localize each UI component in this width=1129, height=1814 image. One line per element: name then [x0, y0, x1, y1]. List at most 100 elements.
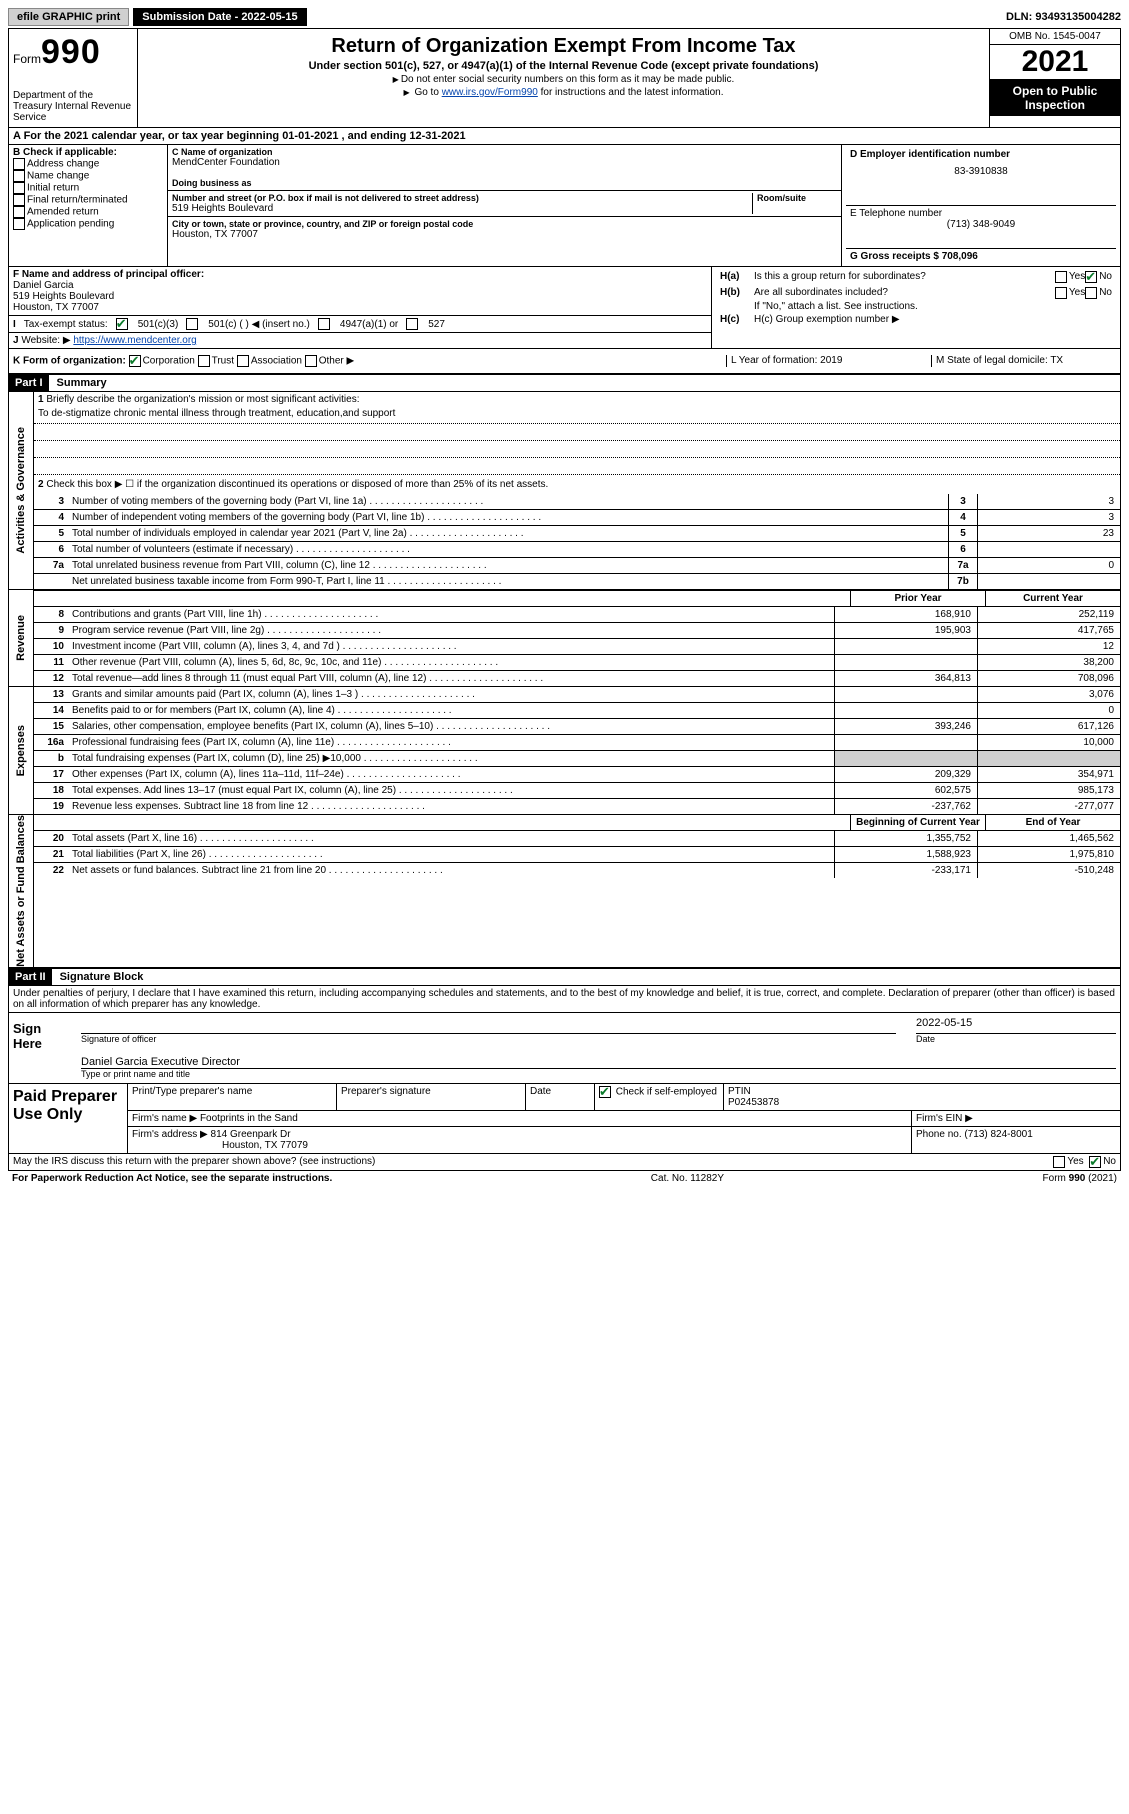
- prior-val: [834, 655, 977, 670]
- telephone: (713) 348-9049: [850, 219, 1112, 230]
- line-box: 3: [948, 494, 977, 509]
- line-num: 19: [34, 799, 68, 814]
- open-public-badge: Open to Public Inspection: [990, 80, 1120, 116]
- line-box: 4: [948, 510, 977, 525]
- current-val: 0: [977, 703, 1120, 718]
- line-desc: Total expenses. Add lines 13–17 (must eq…: [68, 783, 834, 798]
- line-desc: Total number of volunteers (estimate if …: [68, 542, 948, 557]
- cb-corp[interactable]: [129, 355, 141, 367]
- prior-val: 1,355,752: [834, 831, 977, 846]
- form-number: 990: [41, 33, 101, 71]
- form-container: Form990 Department of the Treasury Inter…: [8, 28, 1121, 1171]
- col-b-checkboxes: B Check if applicable: Address change Na…: [9, 145, 168, 266]
- current-val: 12: [977, 639, 1120, 654]
- cb-final-return[interactable]: [13, 194, 25, 206]
- line-val: 23: [977, 526, 1120, 541]
- tax-year: 2021: [990, 45, 1120, 80]
- ha-no[interactable]: [1085, 271, 1097, 283]
- hc-label: H(c) Group exemption number ▶: [754, 314, 1112, 325]
- cb-initial-return[interactable]: [13, 182, 25, 194]
- line-desc: Total liabilities (Part X, line 26): [68, 847, 834, 862]
- firm-name: Footprints in the Sand: [200, 1113, 298, 1124]
- cb-527[interactable]: [406, 318, 418, 330]
- current-val: 10,000: [977, 735, 1120, 750]
- line-num: 15: [34, 719, 68, 734]
- vlabel-net: Net Assets or Fund Balances: [15, 815, 27, 967]
- line-num: 14: [34, 703, 68, 718]
- city-state-zip: Houston, TX 77007: [172, 229, 837, 240]
- line-num: 11: [34, 655, 68, 670]
- line-desc: Total fundraising expenses (Part IX, col…: [68, 751, 834, 766]
- form-subtitle: Under section 501(c), 527, or 4947(a)(1)…: [142, 60, 985, 72]
- cb-501c3[interactable]: [116, 318, 128, 330]
- ein: 83-3910838: [850, 166, 1112, 177]
- part1-header: Part I: [9, 375, 49, 391]
- cb-amended[interactable]: [13, 206, 25, 218]
- current-val: 1,975,810: [977, 847, 1120, 862]
- form-header: Form990 Department of the Treasury Inter…: [9, 29, 1120, 128]
- ha-yes[interactable]: [1055, 271, 1067, 283]
- current-val: 417,765: [977, 623, 1120, 638]
- dept-text: Department of the Treasury Internal Reve…: [13, 90, 133, 123]
- cb-address-change[interactable]: [13, 158, 25, 170]
- line-desc: Contributions and grants (Part VIII, lin…: [68, 607, 834, 622]
- line-box: 6: [948, 542, 977, 557]
- line-desc: Number of independent voting members of …: [68, 510, 948, 525]
- line-desc: Investment income (Part VIII, column (A)…: [68, 639, 834, 654]
- discuss-no[interactable]: [1089, 1156, 1101, 1168]
- officer-addr1: 519 Heights Boulevard: [13, 291, 707, 302]
- line-num: b: [34, 751, 68, 766]
- line-val: [977, 574, 1120, 589]
- line-num: 7a: [34, 558, 68, 573]
- ssn-warning: Do not enter social security numbers on …: [142, 74, 985, 85]
- cb-501c[interactable]: [186, 318, 198, 330]
- ptin: P02453878: [728, 1097, 779, 1108]
- cb-app-pending[interactable]: [13, 218, 25, 230]
- org-name: MendCenter Foundation: [172, 157, 837, 168]
- state-domicile: M State of legal domicile: TX: [931, 355, 1116, 367]
- discuss-question: May the IRS discuss this return with the…: [13, 1156, 1053, 1168]
- prior-val: [834, 703, 977, 718]
- gross-receipts: G Gross receipts $ 708,096: [850, 251, 1112, 262]
- discuss-yes[interactable]: [1053, 1156, 1065, 1168]
- hb-no[interactable]: [1085, 287, 1097, 299]
- efile-button[interactable]: efile GRAPHIC print: [8, 8, 129, 26]
- prior-val: 602,575: [834, 783, 977, 798]
- line-desc: Net unrelated business taxable income fr…: [68, 574, 948, 589]
- mission-text: To de-stigmatize chronic mental illness …: [34, 407, 1120, 424]
- line-num: 8: [34, 607, 68, 622]
- officer-name: Daniel Garcia: [13, 280, 707, 291]
- current-val: 354,971: [977, 767, 1120, 782]
- form-title: Return of Organization Exempt From Incom…: [142, 35, 985, 58]
- line-num: 13: [34, 687, 68, 702]
- vlabel-revenue: Revenue: [15, 615, 27, 661]
- sig-name: Daniel Garcia Executive Director: [81, 1056, 240, 1068]
- line-num: 6: [34, 542, 68, 557]
- line-desc: Number of voting members of the governin…: [68, 494, 948, 509]
- current-val: 3,076: [977, 687, 1120, 702]
- line-desc: Program service revenue (Part VIII, line…: [68, 623, 834, 638]
- prior-val: 364,813: [834, 671, 977, 686]
- footer-form: Form 990 (2021): [1043, 1173, 1117, 1184]
- irs-link[interactable]: www.irs.gov/Form990: [442, 87, 538, 98]
- hb-yes[interactable]: [1055, 287, 1067, 299]
- current-val: 708,096: [977, 671, 1120, 686]
- cb-self-employed[interactable]: [599, 1086, 611, 1098]
- sign-here-label: Sign Here: [9, 1013, 77, 1083]
- line-desc: Total unrelated business revenue from Pa…: [68, 558, 948, 573]
- current-val: 985,173: [977, 783, 1120, 798]
- website-link[interactable]: https://www.mendcenter.org: [73, 335, 196, 346]
- line-desc: Other revenue (Part VIII, column (A), li…: [68, 655, 834, 670]
- current-val: 1,465,562: [977, 831, 1120, 846]
- cb-other[interactable]: [305, 355, 317, 367]
- line-val: [977, 542, 1120, 557]
- cb-assoc[interactable]: [237, 355, 249, 367]
- firm-address: 814 Greenpark Dr: [211, 1129, 291, 1140]
- line-desc: Grants and similar amounts paid (Part IX…: [68, 687, 834, 702]
- cb-name-change[interactable]: [13, 170, 25, 182]
- prior-val: [834, 751, 977, 766]
- prior-val: 209,329: [834, 767, 977, 782]
- cb-4947[interactable]: [318, 318, 330, 330]
- line-num: 10: [34, 639, 68, 654]
- cb-trust[interactable]: [198, 355, 210, 367]
